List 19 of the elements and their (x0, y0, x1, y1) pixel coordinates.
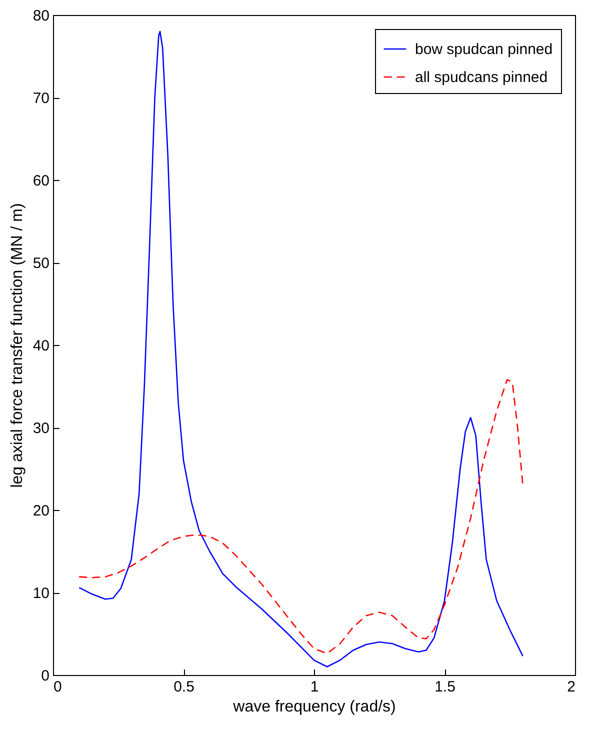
legend-label: bow spudcan pinned (415, 41, 553, 58)
x-tick-label: 0 (54, 678, 62, 696)
x-tick-label: 1.5 (434, 678, 456, 696)
y-axis-title: leg axial force transfer function (MN / m) (8, 203, 26, 488)
line-series (78, 379, 524, 654)
y-tick-label: 50 (32, 255, 50, 272)
y-tick-label: 80 (32, 8, 50, 24)
y-tick-label: 0 (41, 668, 50, 684)
y-tick-label: 40 (32, 338, 50, 354)
x-axis-title: wave frequency (rad/s) (232, 698, 396, 716)
y-tick-label: 10 (32, 585, 50, 602)
x-tick-label: 1 (310, 678, 319, 696)
x-tick-label: 2 (567, 678, 576, 696)
y-tick-label: 30 (32, 420, 50, 437)
y-tick-label: 70 (32, 90, 50, 107)
x-tick-label: 0.5 (174, 678, 194, 696)
y-tick-label: 60 (32, 172, 50, 190)
y-tick-label: 20 (32, 502, 50, 520)
legend-label: all spudcans pinned (415, 69, 548, 86)
